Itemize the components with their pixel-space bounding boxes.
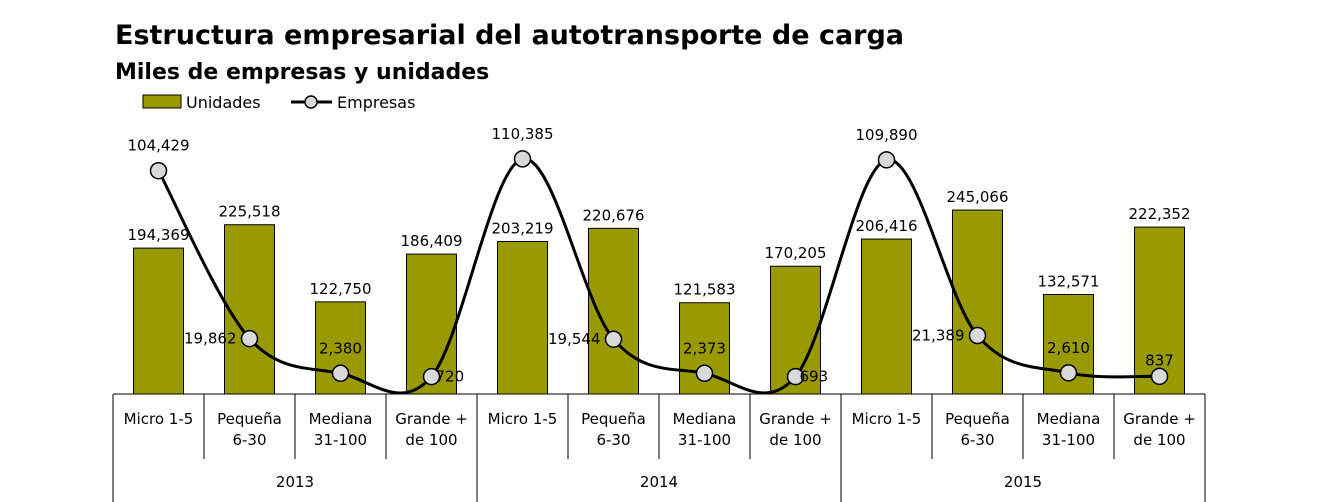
x-tick-label: de 100 xyxy=(769,431,821,449)
point-label-empresas: 837 xyxy=(1145,351,1174,369)
point-empresas xyxy=(1059,364,1078,382)
chart-title: Estructura empresarial del autotransport… xyxy=(115,20,905,51)
x-tick-label: 6-30 xyxy=(596,431,630,449)
point-empresas xyxy=(149,161,168,180)
x-tick-label: Pequeña xyxy=(217,410,282,428)
point-empresas xyxy=(422,367,441,386)
x-tick-label: Pequeña xyxy=(581,410,646,428)
point-label-empresas: 2,610 xyxy=(1047,339,1090,357)
point-label-empresas: 720 xyxy=(436,368,465,386)
bar-label-unidades: 132,571 xyxy=(1037,272,1099,290)
point-label-empresas: 109,890 xyxy=(855,126,917,144)
bar-label-unidades: 122,750 xyxy=(309,280,371,298)
x-tick-label: 31-100 xyxy=(1042,431,1095,449)
bar-label-unidades: 194,369 xyxy=(127,226,189,244)
point-empresas xyxy=(968,326,987,345)
point-label-empresas: 2,373 xyxy=(683,339,726,357)
group-label: 2015 xyxy=(1004,473,1042,491)
x-tick-label: 31-100 xyxy=(314,431,367,449)
point-label-empresas: 21,389 xyxy=(912,327,965,345)
bar-unidades xyxy=(224,224,275,395)
bar-label-unidades: 245,066 xyxy=(946,188,1008,206)
point-empresas xyxy=(695,364,714,383)
x-tick-label: Mediana xyxy=(1037,410,1101,428)
bar-label-unidades: 225,518 xyxy=(218,203,280,221)
legend-marker-empresas xyxy=(304,95,318,109)
point-empresas xyxy=(1150,367,1169,386)
point-label-empresas: 110,385 xyxy=(491,125,553,143)
line-empresas xyxy=(157,157,1160,395)
bar-label-unidades: 121,583 xyxy=(673,281,735,299)
legend-swatch-unidades xyxy=(142,94,182,109)
point-label-empresas: 19,544 xyxy=(548,330,601,348)
point-empresas xyxy=(786,367,805,386)
bar-unidades xyxy=(133,247,184,395)
bar-label-unidades: 206,416 xyxy=(855,217,917,235)
point-label-empresas: 2,380 xyxy=(319,339,362,357)
x-tick-label: Grande + xyxy=(395,410,468,428)
point-empresas xyxy=(513,150,532,168)
point-empresas xyxy=(240,329,259,348)
x-tick-label: 31-100 xyxy=(678,431,731,449)
x-tick-label: Micro 1-5 xyxy=(124,410,194,428)
x-tick-label: de 100 xyxy=(405,431,457,449)
group-label: 2014 xyxy=(640,473,678,491)
x-tick-label: 6-30 xyxy=(960,431,994,449)
x-tick-label: Mediana xyxy=(673,410,737,428)
x-tick-label: Pequeña xyxy=(945,410,1010,428)
bar-label-unidades: 222,352 xyxy=(1128,205,1190,223)
point-empresas xyxy=(604,330,623,348)
legend-label-unidades: Unidades xyxy=(186,93,261,112)
legend-label-empresas: Empresas xyxy=(337,93,415,112)
x-tick-label: Micro 1-5 xyxy=(852,410,922,428)
bar-label-unidades: 186,409 xyxy=(400,232,462,250)
x-tick-label: 6-30 xyxy=(232,431,266,449)
point-empresas xyxy=(877,151,896,169)
bar-unidades xyxy=(1134,226,1185,395)
point-label-empresas: 104,429 xyxy=(127,137,189,155)
legend: Unidades Empresas xyxy=(142,93,415,112)
point-empresas xyxy=(331,364,350,383)
x-tick-label: Mediana xyxy=(309,410,373,428)
group-label: 2013 xyxy=(276,473,314,491)
x-tick-label: Micro 1-5 xyxy=(488,410,558,428)
bar-unidades xyxy=(861,238,912,395)
bar-label-unidades: 203,219 xyxy=(491,219,553,237)
bar-label-unidades: 220,676 xyxy=(582,206,644,224)
point-label-empresas: 693 xyxy=(800,368,829,386)
bar-label-unidades: 170,205 xyxy=(764,244,826,262)
chart-subtitle: Miles de empresas y unidades xyxy=(115,60,490,85)
x-tick-label: de 100 xyxy=(1133,431,1185,449)
x-tick-label: Grande + xyxy=(759,410,832,428)
point-label-empresas: 19,862 xyxy=(184,330,237,348)
bar-unidades xyxy=(952,209,1003,395)
bar-unidades xyxy=(497,240,548,395)
x-tick-label: Grande + xyxy=(1123,410,1196,428)
